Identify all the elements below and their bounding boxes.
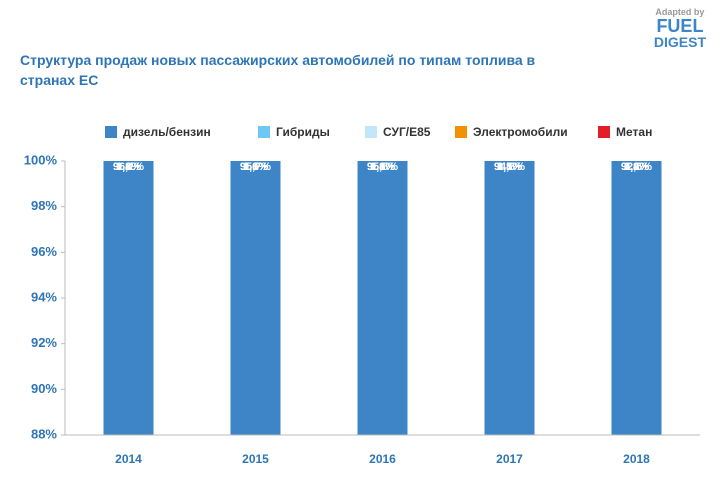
bar-segment xyxy=(484,161,535,435)
value-label: 1,0% xyxy=(243,161,268,173)
y-tick-label: 94% xyxy=(31,289,57,304)
chart-title: Структура продаж новых пассажирских авто… xyxy=(20,52,536,88)
value-label: 1,2% xyxy=(116,161,141,173)
value-label: 95,8% xyxy=(367,161,398,173)
x-tick-label: 2014 xyxy=(115,452,142,466)
x-tick-label: 2017 xyxy=(496,452,523,466)
value-label: 1,2% xyxy=(624,161,649,173)
value-label: 2,0% xyxy=(624,161,649,173)
legend-swatch xyxy=(258,126,270,138)
y-tick-label: 92% xyxy=(31,335,57,350)
logo-sub: DIGEST xyxy=(653,34,706,50)
logo-brand: FUEL xyxy=(656,16,704,36)
bars xyxy=(103,161,662,435)
value-label: 92,6% xyxy=(621,161,652,173)
value-label: 1,5% xyxy=(497,161,522,173)
value-label: 96,1% xyxy=(113,161,144,173)
value-label: 1,1% xyxy=(243,161,268,173)
y-tick-label: 88% xyxy=(31,426,57,441)
x-tick-label: 2015 xyxy=(242,452,269,466)
bar-segment xyxy=(357,161,408,435)
y-tick-label: 98% xyxy=(31,198,57,213)
y-tick-label: 96% xyxy=(31,244,57,259)
value-label: 1,4% xyxy=(116,161,141,173)
logo: Adapted by FUEL DIGEST xyxy=(653,7,706,50)
value-label: 94,3% xyxy=(494,161,525,173)
value-label: 0,8% xyxy=(370,161,395,173)
bar-segment xyxy=(103,161,154,435)
bar-segment xyxy=(611,161,662,435)
value-label: 0,4% xyxy=(370,161,395,173)
bar-segment xyxy=(230,161,281,435)
legend-label: Метан xyxy=(616,125,652,139)
value-label: 0,3% xyxy=(497,161,522,173)
legend-label: СУГ/E85 xyxy=(383,125,431,139)
x-tick-label: 2016 xyxy=(369,452,396,466)
value-label: 1,6% xyxy=(243,161,268,173)
value-label: 3,8% xyxy=(624,161,649,173)
legend-label: дизель/бензин xyxy=(123,125,211,139)
value-label: 1,1% xyxy=(370,161,395,173)
legend-label: Гибриды xyxy=(276,125,330,139)
legend-swatch xyxy=(455,126,467,138)
value-label: 0,6% xyxy=(116,161,141,173)
legend-swatch xyxy=(105,126,117,138)
value-label: 1,9% xyxy=(370,161,395,173)
value-label: 0,8% xyxy=(116,161,141,173)
x-tick-label: 2018 xyxy=(623,452,650,466)
y-tick-label: 100% xyxy=(24,152,58,167)
legend-swatch xyxy=(365,126,377,138)
y-tick-label: 90% xyxy=(31,381,57,396)
logo-top: Adapted by xyxy=(655,7,705,17)
value-label: 1,1% xyxy=(497,161,522,173)
value-label: 95,7% xyxy=(240,161,271,173)
legend-swatch xyxy=(598,126,610,138)
value-label: 0,4% xyxy=(624,161,649,173)
legend-label: Электромобили xyxy=(473,125,568,139)
value-label: 0,6% xyxy=(243,161,268,173)
value-label: 2,8% xyxy=(497,161,522,173)
